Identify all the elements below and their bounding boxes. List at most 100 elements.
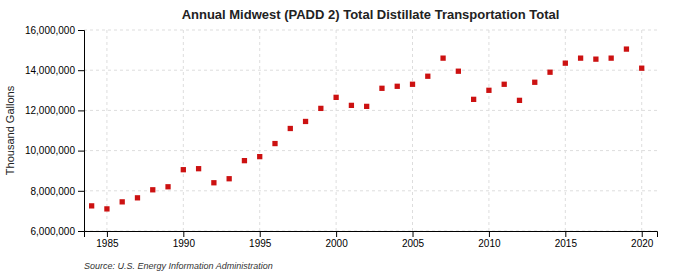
grid-line: [183, 30, 184, 231]
grid-line: [488, 30, 489, 231]
y-axis: 6,000,000 8,000,000 10,000,000 12,000,000 14…: [25, 25, 85, 237]
y-axis-title: Thousand Gallons: [4, 85, 16, 175]
point: [120, 199, 125, 204]
x-tick: 2020: [631, 231, 654, 249]
grid-line: [641, 30, 642, 231]
x-tick-mark: [260, 231, 261, 237]
y-tick-label: 8,000,000: [31, 186, 76, 197]
title: Annual Midwest (PADD 2) Total Distillate…: [182, 7, 560, 22]
point: [196, 166, 201, 171]
grid-line: [84, 70, 657, 71]
y-tick-mark: [78, 30, 84, 31]
point: [395, 84, 400, 89]
point: [624, 46, 629, 51]
point: [364, 104, 369, 109]
point: [410, 82, 415, 87]
point: [150, 187, 155, 192]
plot-area: 1985 1990 1995 2000 2005 2010 2015 2020 6,000,00…: [25, 25, 658, 249]
point: [242, 158, 247, 163]
y-tick-label: 10,000,000: [25, 145, 75, 156]
x-axis-line: [85, 232, 658, 238]
point: [135, 195, 140, 200]
point: [303, 119, 308, 124]
point: [227, 176, 232, 181]
x-tick: 2005: [402, 231, 425, 249]
grid-line: [106, 30, 107, 231]
point: [211, 180, 216, 185]
x-tick: 1990: [173, 231, 196, 249]
y-tick-label: 14,000,000: [25, 65, 75, 76]
grid-line: [412, 30, 413, 231]
grid-line: [84, 190, 657, 191]
source: Source: U.S. Energy Information Administ…: [84, 261, 273, 271]
x-axis: 1985 1990 1995 2000 2005 2010 2015 2020: [85, 231, 658, 249]
point: [318, 106, 323, 111]
x-tick-label: 2000: [325, 238, 348, 249]
x-tick-label: 2010: [478, 238, 501, 249]
x-tick: 1995: [249, 231, 272, 249]
chart: 1985 1990 1995 2000 2005 2010 2015 2020 6,000,00…: [0, 0, 675, 275]
grid-line: [84, 30, 657, 31]
point: [425, 74, 430, 79]
x-tick: 2015: [555, 231, 578, 249]
y-axis-line: [78, 31, 85, 232]
x-tick-mark: [642, 231, 643, 237]
point: [288, 126, 293, 131]
x-tick-label: 1995: [249, 238, 272, 249]
x-tick-label: 2015: [555, 238, 578, 249]
point: [547, 70, 552, 75]
point: [639, 66, 644, 71]
y-tick-label: 6,000,000: [31, 226, 76, 237]
point: [593, 56, 598, 61]
point: [165, 184, 170, 189]
point: [471, 97, 476, 102]
x-tick-label: 1990: [173, 238, 196, 249]
grid: [84, 30, 657, 231]
x-tick: 2000: [325, 231, 348, 249]
point: [272, 141, 277, 146]
points: [89, 46, 644, 211]
x-tick-mark: [565, 231, 566, 237]
x-tick-mark: [183, 231, 184, 237]
y-tick-mark: [78, 191, 84, 192]
x-tick-mark: [413, 231, 414, 237]
x-tick: 2010: [478, 231, 501, 249]
grid-line: [336, 30, 337, 231]
point: [456, 69, 461, 74]
y-tick-mark: [78, 151, 84, 152]
x-tick-label: 2005: [402, 238, 425, 249]
point: [563, 61, 568, 66]
y-tick: 10,000,000: [25, 145, 84, 156]
x-tick-mark: [489, 231, 490, 237]
x-tick-label: 1985: [96, 238, 119, 249]
point: [89, 203, 94, 208]
point: [349, 103, 354, 108]
y-tick: 12,000,000: [25, 105, 84, 116]
y-tick: 14,000,000: [25, 65, 84, 76]
grid-line: [259, 30, 260, 231]
point: [502, 82, 507, 87]
y-tick-mark: [78, 70, 84, 71]
y-tick-mark: [78, 110, 84, 111]
y-tick-label: 12,000,000: [25, 105, 75, 116]
point: [333, 95, 338, 100]
y-tick: 6,000,000: [31, 226, 85, 237]
point: [379, 86, 384, 91]
y-tick: 16,000,000: [25, 25, 84, 36]
grid-line: [84, 150, 657, 151]
point: [181, 167, 186, 172]
y-tick-label: 16,000,000: [25, 25, 75, 36]
point: [532, 80, 537, 85]
x-tick-label: 2020: [631, 238, 654, 249]
y-tick-mark: [78, 231, 84, 232]
point: [257, 154, 262, 159]
grid-line: [84, 110, 657, 111]
y-tick: 8,000,000: [31, 186, 85, 197]
point: [578, 55, 583, 60]
point: [440, 55, 445, 60]
x-tick-mark: [336, 231, 337, 237]
x-tick-mark: [107, 231, 108, 237]
point: [104, 206, 109, 211]
grid-line: [565, 30, 566, 231]
point: [609, 55, 614, 60]
